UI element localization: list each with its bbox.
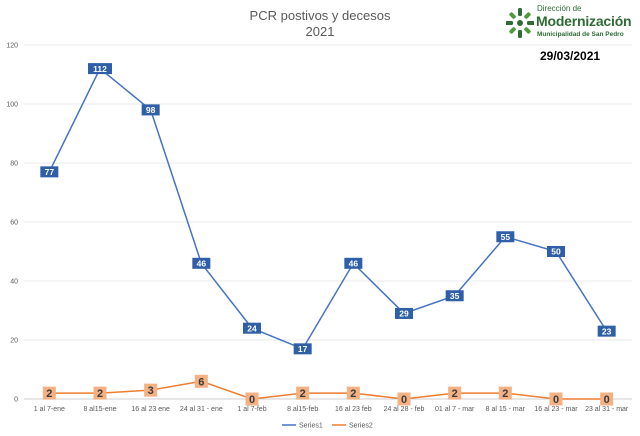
data-label: 55 — [501, 232, 511, 242]
data-label: 0 — [401, 394, 407, 406]
data-label: 3 — [148, 385, 154, 397]
data-label-box — [293, 343, 312, 355]
x-tick-label: 16 al 23 feb — [335, 406, 372, 413]
data-label-box — [243, 322, 261, 334]
x-tick-label: 23 al 31 - mar — [585, 406, 629, 413]
series-line-1 — [48, 67, 608, 350]
data-label: 6 — [198, 376, 204, 388]
data-label-box — [194, 374, 208, 388]
data-label: 29 — [399, 309, 409, 319]
data-label: 2 — [46, 388, 52, 400]
data-label: 50 — [551, 247, 561, 257]
data-label: 24 — [247, 323, 257, 333]
data-label: 0 — [604, 394, 610, 406]
data-label: 2 — [300, 388, 306, 400]
logo-line-1: Dirección de — [537, 4, 582, 13]
y-tick-label: 0 — [14, 397, 18, 404]
data-label: 35 — [450, 291, 460, 301]
data-label-box — [40, 166, 59, 178]
legend-label: Series1 — [299, 423, 323, 430]
data-label-box — [141, 104, 160, 116]
data-label-box — [93, 386, 107, 400]
data-label-box — [144, 383, 158, 397]
data-label: 98 — [146, 105, 156, 115]
series-line-2 — [49, 380, 607, 400]
data-label-box — [547, 246, 565, 257]
data-label: 0 — [553, 394, 559, 406]
data-label: 112 — [93, 64, 107, 74]
data-label-box — [296, 386, 310, 400]
data-label-box — [600, 392, 614, 406]
data-label: 2 — [350, 388, 356, 400]
data-label: 77 — [45, 167, 55, 177]
data-label-box — [498, 386, 512, 400]
data-label-box — [395, 307, 413, 319]
data-label-box — [496, 231, 515, 243]
y-tick-label: 60 — [10, 220, 18, 227]
date-stamp: 29/03/2021 — [540, 49, 601, 63]
data-label-box — [445, 290, 464, 302]
x-tick-label: 1 al 7-feb — [237, 406, 266, 413]
pinwheel-icon — [506, 8, 534, 38]
x-tick-label: 16 al 23 - mar — [534, 406, 578, 413]
data-label-box — [192, 257, 211, 269]
data-label: 2 — [502, 388, 508, 400]
data-label-box — [397, 392, 411, 406]
x-tick-label: 8 al 15 - mar — [486, 406, 526, 413]
chart-title: PCR postivos y decesos — [249, 8, 391, 23]
x-tick-label: 8 al15-ene — [83, 406, 116, 413]
y-tick-label: 120 — [6, 43, 18, 50]
data-label: 46 — [349, 259, 359, 269]
data-label: 23 — [602, 326, 612, 336]
data-label-box — [346, 386, 360, 400]
x-tick-label: 1 al 7-ene — [34, 406, 65, 413]
x-tick-label: 24 al 28 - feb — [384, 406, 425, 413]
y-tick-label: 20 — [10, 338, 18, 345]
data-label-box — [597, 325, 616, 337]
data-label: 2 — [452, 388, 458, 400]
logo-line-3: Municipalidad de San Pedro — [537, 31, 624, 38]
legend-label: Series2 — [349, 423, 373, 430]
logo-line-2: Modernización — [536, 13, 632, 29]
y-tick-label: 80 — [10, 161, 18, 168]
x-tick-label: 24 al 31 - ene — [180, 406, 223, 413]
data-label-box — [448, 386, 462, 400]
y-tick-label: 100 — [6, 102, 18, 109]
data-label-box — [88, 63, 112, 75]
data-label-box — [245, 392, 259, 406]
x-tick-label: 16 al 23 ene — [131, 406, 170, 413]
data-label: 0 — [249, 394, 255, 406]
data-label-box — [42, 386, 56, 400]
modernizacion-logo: Dirección de Modernización Municipalidad… — [506, 4, 636, 44]
x-tick-label: 8 al15-feb — [287, 406, 318, 413]
data-label: 46 — [197, 259, 207, 269]
data-label-box — [344, 257, 363, 269]
data-label: 17 — [298, 344, 308, 354]
x-tick-label: 01 al 7 - mar — [435, 406, 475, 413]
data-label: 2 — [97, 388, 103, 400]
chart-subtitle: 2021 — [305, 24, 335, 39]
data-label-box — [549, 392, 563, 406]
y-tick-label: 40 — [10, 279, 18, 286]
